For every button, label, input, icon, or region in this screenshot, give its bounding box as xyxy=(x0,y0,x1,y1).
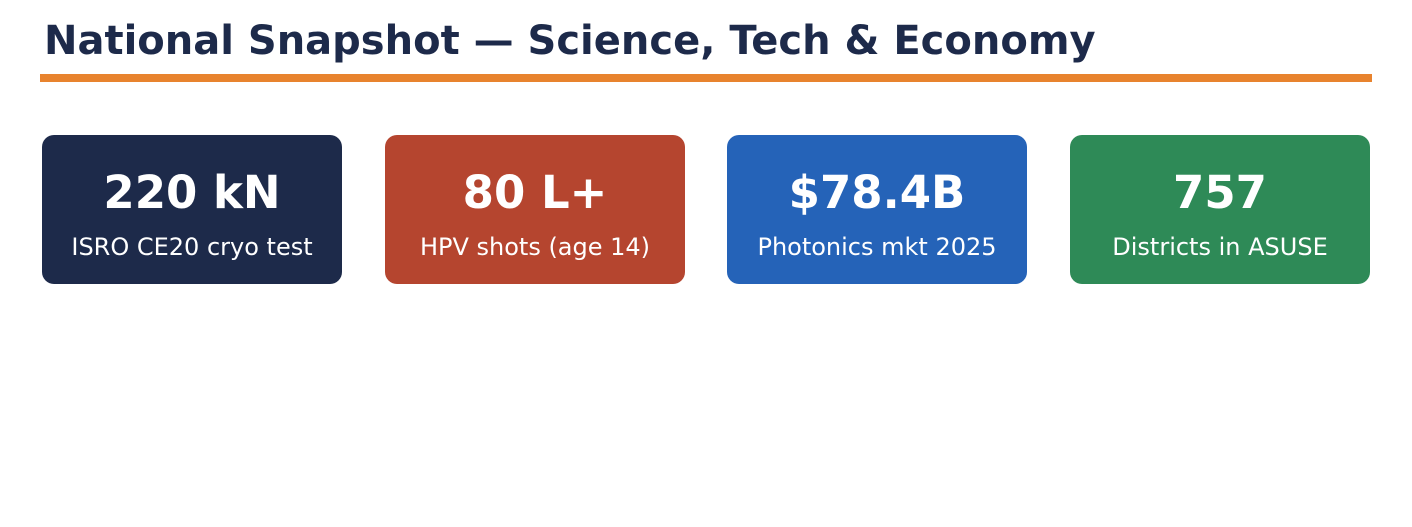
page-title: National Snapshot — Science, Tech & Econ… xyxy=(44,18,1096,64)
kpi-label: Districts in ASUSE xyxy=(1112,233,1328,261)
kpi-label: ISRO CE20 cryo test xyxy=(71,233,313,261)
title-rule xyxy=(40,74,1372,82)
kpi-label: HPV shots (age 14) xyxy=(419,233,651,261)
kpi-label: Photonics mkt 2025 xyxy=(757,233,997,261)
kpi-card: 757 Districts in ASUSE xyxy=(1070,135,1370,284)
kpi-card: 80 L+ HPV shots (age 14) xyxy=(385,135,685,284)
kpi-card: 220 kN ISRO CE20 cryo test xyxy=(42,135,342,284)
kpi-value: 220 kN xyxy=(103,166,281,219)
kpi-card: $78.4B Photonics mkt 2025 xyxy=(727,135,1027,284)
kpi-value: 80 L+ xyxy=(462,166,608,219)
kpi-value: 757 xyxy=(1173,166,1267,219)
kpi-value: $78.4B xyxy=(788,166,966,219)
